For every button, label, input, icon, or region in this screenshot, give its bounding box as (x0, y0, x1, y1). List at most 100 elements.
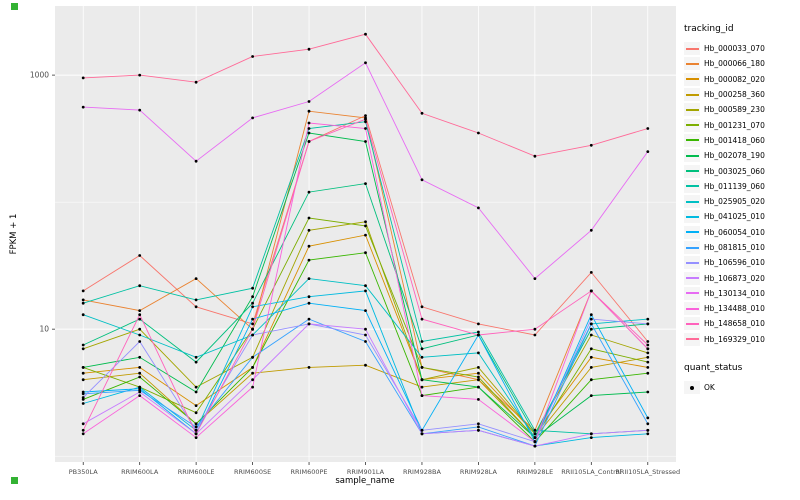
data-point (251, 378, 255, 382)
data-point (364, 224, 367, 228)
x-tick-label: RRIM928LE (517, 468, 554, 476)
data-point (251, 355, 255, 359)
line-swatch-icon (685, 261, 699, 264)
legend: tracking_id Hb_000033_070 Hb_000066_180 Hb… (684, 24, 798, 395)
legend-label: Hb_130134_010 (704, 288, 765, 298)
legend-item-Hb_001418_060: Hb_001418_060 (684, 133, 798, 148)
line-swatch-icon (685, 62, 699, 65)
legend-key (684, 317, 700, 331)
legend-item-Hb_002078_190: Hb_002078_190 (684, 148, 798, 163)
selection-handle-icon (11, 3, 18, 10)
data-point (81, 428, 85, 432)
x-tick-label: RRIM901LA (347, 468, 385, 476)
point-icon (690, 385, 694, 390)
legend-item-Hb_148658_010: Hb_148658_010 (684, 316, 798, 331)
data-point (194, 159, 198, 163)
data-point (251, 366, 255, 369)
data-point (589, 313, 593, 317)
data-point (477, 425, 480, 429)
x-tick-label: RRIM928BA (403, 468, 441, 476)
line-swatch-icon (685, 215, 699, 218)
data-point (646, 416, 650, 420)
legend-label: Hb_081815_010 (704, 243, 765, 252)
legend-entries: Hb_000033_070 Hb_000066_180 Hb_000082_020 H… (684, 41, 798, 347)
data-point (364, 309, 367, 312)
data-point (251, 333, 255, 337)
data-point (81, 289, 85, 293)
legend-item-Hb_003025_060: Hb_003025_060 (684, 163, 798, 178)
data-point (646, 351, 650, 355)
data-point (194, 425, 198, 429)
quant-ok-label: OK (704, 383, 715, 393)
data-point (646, 322, 650, 326)
data-point (364, 233, 367, 237)
data-point (646, 366, 650, 369)
legend-item-Hb_025905_020: Hb_025905_020 (684, 194, 798, 209)
data-point (589, 394, 593, 397)
legend-key (684, 271, 700, 285)
data-point (194, 404, 198, 407)
data-point (477, 375, 480, 379)
data-point (589, 289, 593, 293)
data-point (194, 428, 198, 432)
data-point (364, 327, 367, 331)
data-point (589, 143, 593, 147)
data-point (364, 127, 367, 130)
legend-key (684, 210, 700, 224)
data-point (477, 322, 480, 326)
data-point (251, 116, 255, 120)
legend-key (684, 256, 700, 270)
data-point (533, 277, 537, 280)
data-point (307, 216, 311, 220)
legend-key (684, 103, 700, 117)
legend-label: Hb_003025_060 (704, 166, 765, 176)
data-point (646, 432, 650, 436)
data-point (589, 432, 593, 436)
data-point (307, 131, 311, 135)
legend-label: Hb_000033_070 (704, 44, 765, 54)
data-point (420, 347, 424, 351)
legend-item-Hb_130134_010: Hb_130134_010 (684, 286, 798, 301)
legend-label: Hb_134488_010 (704, 304, 765, 314)
data-point (138, 313, 142, 317)
legend-key (684, 302, 700, 316)
line-swatch-icon (685, 124, 699, 127)
data-point (477, 131, 480, 135)
data-point (364, 340, 367, 343)
data-point (138, 309, 142, 312)
y-axis-title: FPKM + 1 (9, 213, 19, 255)
line-swatch-icon (685, 277, 699, 280)
data-point (307, 140, 311, 143)
data-point (364, 289, 367, 293)
line-swatch-icon (685, 78, 699, 81)
legend-label: Hb_041025_010 (704, 212, 765, 222)
data-point (477, 371, 480, 375)
line-swatch-icon (685, 322, 699, 325)
data-point (420, 366, 424, 369)
x-tick-label: RRII105LA_Control (561, 468, 621, 476)
data-point (81, 347, 85, 351)
data-point (420, 432, 424, 436)
data-point (589, 378, 593, 382)
legend-key (684, 149, 700, 163)
data-point (138, 340, 142, 343)
data-point (420, 305, 424, 309)
data-point (251, 286, 255, 290)
legend-item-Hb_134488_010: Hb_134488_010 (684, 301, 798, 316)
data-point (646, 317, 650, 321)
data-point (420, 378, 424, 382)
data-point (364, 333, 367, 337)
data-point (364, 220, 367, 224)
data-point (81, 396, 85, 399)
data-point (138, 108, 142, 112)
legend-label: Hb_106596_010 (704, 258, 765, 268)
data-point (646, 360, 650, 364)
legend-key (684, 88, 700, 102)
data-point (194, 385, 198, 389)
data-point (589, 366, 593, 369)
legend-label: Hb_001418_060 (704, 135, 765, 145)
data-point (138, 371, 142, 375)
data-point (81, 366, 85, 369)
legend-title-tracking-id: tracking_id (684, 24, 734, 34)
